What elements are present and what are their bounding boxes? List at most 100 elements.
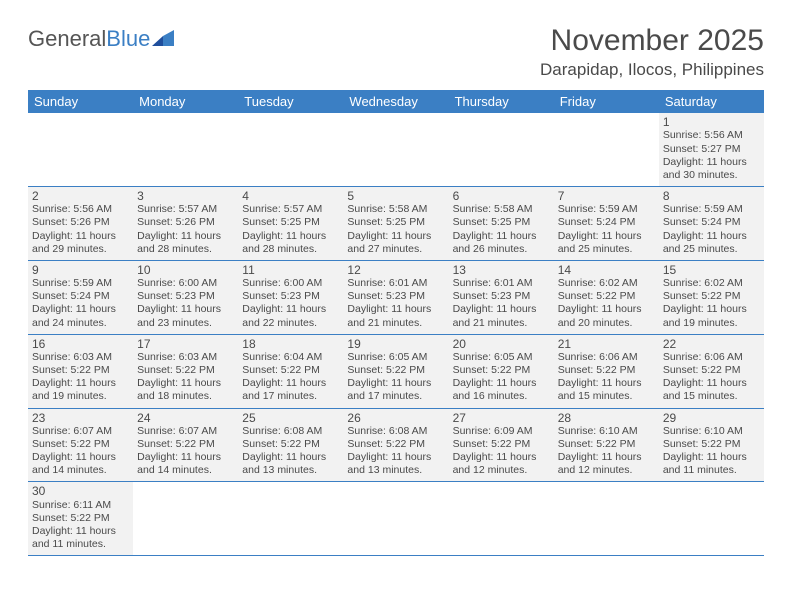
sunrise-text: Sunrise: 5:59 AM	[663, 203, 760, 216]
sunrise-text: Sunrise: 6:08 AM	[242, 425, 339, 438]
sunrise-text: Sunrise: 5:59 AM	[558, 203, 655, 216]
day-number: 12	[347, 263, 444, 277]
day-number: 5	[347, 189, 444, 203]
sunset-text: Sunset: 5:25 PM	[347, 216, 444, 229]
sunset-text: Sunset: 5:22 PM	[453, 438, 550, 451]
weekday-header: Friday	[554, 90, 659, 113]
sunset-text: Sunset: 5:27 PM	[663, 143, 760, 156]
day-number: 11	[242, 263, 339, 277]
sunrise-text: Sunrise: 6:05 AM	[347, 351, 444, 364]
daylight-text: Daylight: 11 hours	[137, 377, 234, 390]
daylight-text: and 21 minutes.	[453, 317, 550, 330]
day-cell: 24Sunrise: 6:07 AMSunset: 5:22 PMDayligh…	[133, 409, 238, 482]
daylight-text: and 21 minutes.	[347, 317, 444, 330]
daylight-text: Daylight: 11 hours	[347, 451, 444, 464]
sunset-text: Sunset: 5:22 PM	[347, 364, 444, 377]
day-cell: 16Sunrise: 6:03 AMSunset: 5:22 PMDayligh…	[28, 335, 133, 408]
sunrise-text: Sunrise: 6:08 AM	[347, 425, 444, 438]
day-cell: 27Sunrise: 6:09 AMSunset: 5:22 PMDayligh…	[449, 409, 554, 482]
sunrise-text: Sunrise: 6:07 AM	[137, 425, 234, 438]
day-cell: 23Sunrise: 6:07 AMSunset: 5:22 PMDayligh…	[28, 409, 133, 482]
day-cell: 7Sunrise: 5:59 AMSunset: 5:24 PMDaylight…	[554, 187, 659, 260]
day-number: 19	[347, 337, 444, 351]
day-cell	[554, 482, 659, 555]
sunrise-text: Sunrise: 6:10 AM	[663, 425, 760, 438]
sunset-text: Sunset: 5:24 PM	[663, 216, 760, 229]
sunset-text: Sunset: 5:22 PM	[558, 364, 655, 377]
day-cell: 3Sunrise: 5:57 AMSunset: 5:26 PMDaylight…	[133, 187, 238, 260]
sunrise-text: Sunrise: 5:58 AM	[453, 203, 550, 216]
title-block: November 2025 Darapidap, Ilocos, Philipp…	[540, 24, 764, 80]
daylight-text: and 28 minutes.	[242, 243, 339, 256]
day-cell: 6Sunrise: 5:58 AMSunset: 5:25 PMDaylight…	[449, 187, 554, 260]
day-number: 20	[453, 337, 550, 351]
daylight-text: Daylight: 11 hours	[137, 303, 234, 316]
daylight-text: and 27 minutes.	[347, 243, 444, 256]
sunset-text: Sunset: 5:23 PM	[242, 290, 339, 303]
day-cell	[343, 482, 448, 555]
day-number: 7	[558, 189, 655, 203]
daylight-text: and 24 minutes.	[32, 317, 129, 330]
sunrise-text: Sunrise: 6:01 AM	[347, 277, 444, 290]
daylight-text: Daylight: 11 hours	[453, 451, 550, 464]
daylight-text: and 30 minutes.	[663, 169, 760, 182]
day-number: 29	[663, 411, 760, 425]
sunset-text: Sunset: 5:22 PM	[663, 438, 760, 451]
day-number: 28	[558, 411, 655, 425]
daylight-text: Daylight: 11 hours	[32, 451, 129, 464]
daylight-text: Daylight: 11 hours	[242, 377, 339, 390]
daylight-text: Daylight: 11 hours	[453, 303, 550, 316]
sunrise-text: Sunrise: 6:05 AM	[453, 351, 550, 364]
day-cell: 2Sunrise: 5:56 AMSunset: 5:26 PMDaylight…	[28, 187, 133, 260]
weekday-header: Wednesday	[343, 90, 448, 113]
day-cell: 30Sunrise: 6:11 AMSunset: 5:22 PMDayligh…	[28, 482, 133, 555]
week-row: 1Sunrise: 5:56 AMSunset: 5:27 PMDaylight…	[28, 113, 764, 187]
sunset-text: Sunset: 5:22 PM	[347, 438, 444, 451]
day-cell	[133, 482, 238, 555]
daylight-text: and 14 minutes.	[137, 464, 234, 477]
day-cell: 18Sunrise: 6:04 AMSunset: 5:22 PMDayligh…	[238, 335, 343, 408]
sunset-text: Sunset: 5:22 PM	[137, 438, 234, 451]
daylight-text: and 11 minutes.	[32, 538, 129, 551]
weekday-header: Sunday	[28, 90, 133, 113]
day-cell: 9Sunrise: 5:59 AMSunset: 5:24 PMDaylight…	[28, 261, 133, 334]
day-cell: 11Sunrise: 6:00 AMSunset: 5:23 PMDayligh…	[238, 261, 343, 334]
week-row: 30Sunrise: 6:11 AMSunset: 5:22 PMDayligh…	[28, 482, 764, 556]
sunrise-text: Sunrise: 6:01 AM	[453, 277, 550, 290]
sunset-text: Sunset: 5:25 PM	[453, 216, 550, 229]
daylight-text: Daylight: 11 hours	[663, 230, 760, 243]
day-cell	[133, 113, 238, 186]
daylight-text: Daylight: 11 hours	[347, 303, 444, 316]
daylight-text: Daylight: 11 hours	[347, 230, 444, 243]
sunset-text: Sunset: 5:23 PM	[137, 290, 234, 303]
sunrise-text: Sunrise: 6:00 AM	[242, 277, 339, 290]
weekday-header-row: Sunday Monday Tuesday Wednesday Thursday…	[28, 90, 764, 113]
daylight-text: Daylight: 11 hours	[137, 230, 234, 243]
week-row: 2Sunrise: 5:56 AMSunset: 5:26 PMDaylight…	[28, 187, 764, 261]
logo-text-1: General	[28, 28, 106, 50]
day-number: 23	[32, 411, 129, 425]
weekday-header: Saturday	[659, 90, 764, 113]
daylight-text: Daylight: 11 hours	[558, 303, 655, 316]
daylight-text: Daylight: 11 hours	[663, 156, 760, 169]
day-number: 22	[663, 337, 760, 351]
daylight-text: and 13 minutes.	[347, 464, 444, 477]
day-cell	[238, 482, 343, 555]
daylight-text: and 12 minutes.	[453, 464, 550, 477]
day-cell: 12Sunrise: 6:01 AMSunset: 5:23 PMDayligh…	[343, 261, 448, 334]
logo-text-2: Blue	[106, 28, 150, 50]
daylight-text: and 12 minutes.	[558, 464, 655, 477]
sunrise-text: Sunrise: 5:58 AM	[347, 203, 444, 216]
sunset-text: Sunset: 5:26 PM	[137, 216, 234, 229]
day-cell: 29Sunrise: 6:10 AMSunset: 5:22 PMDayligh…	[659, 409, 764, 482]
sunrise-text: Sunrise: 6:04 AM	[242, 351, 339, 364]
day-cell: 13Sunrise: 6:01 AMSunset: 5:23 PMDayligh…	[449, 261, 554, 334]
sunrise-text: Sunrise: 6:06 AM	[558, 351, 655, 364]
day-number: 6	[453, 189, 550, 203]
day-number: 25	[242, 411, 339, 425]
day-number: 17	[137, 337, 234, 351]
sunset-text: Sunset: 5:23 PM	[347, 290, 444, 303]
day-number: 15	[663, 263, 760, 277]
daylight-text: and 16 minutes.	[453, 390, 550, 403]
daylight-text: Daylight: 11 hours	[242, 303, 339, 316]
